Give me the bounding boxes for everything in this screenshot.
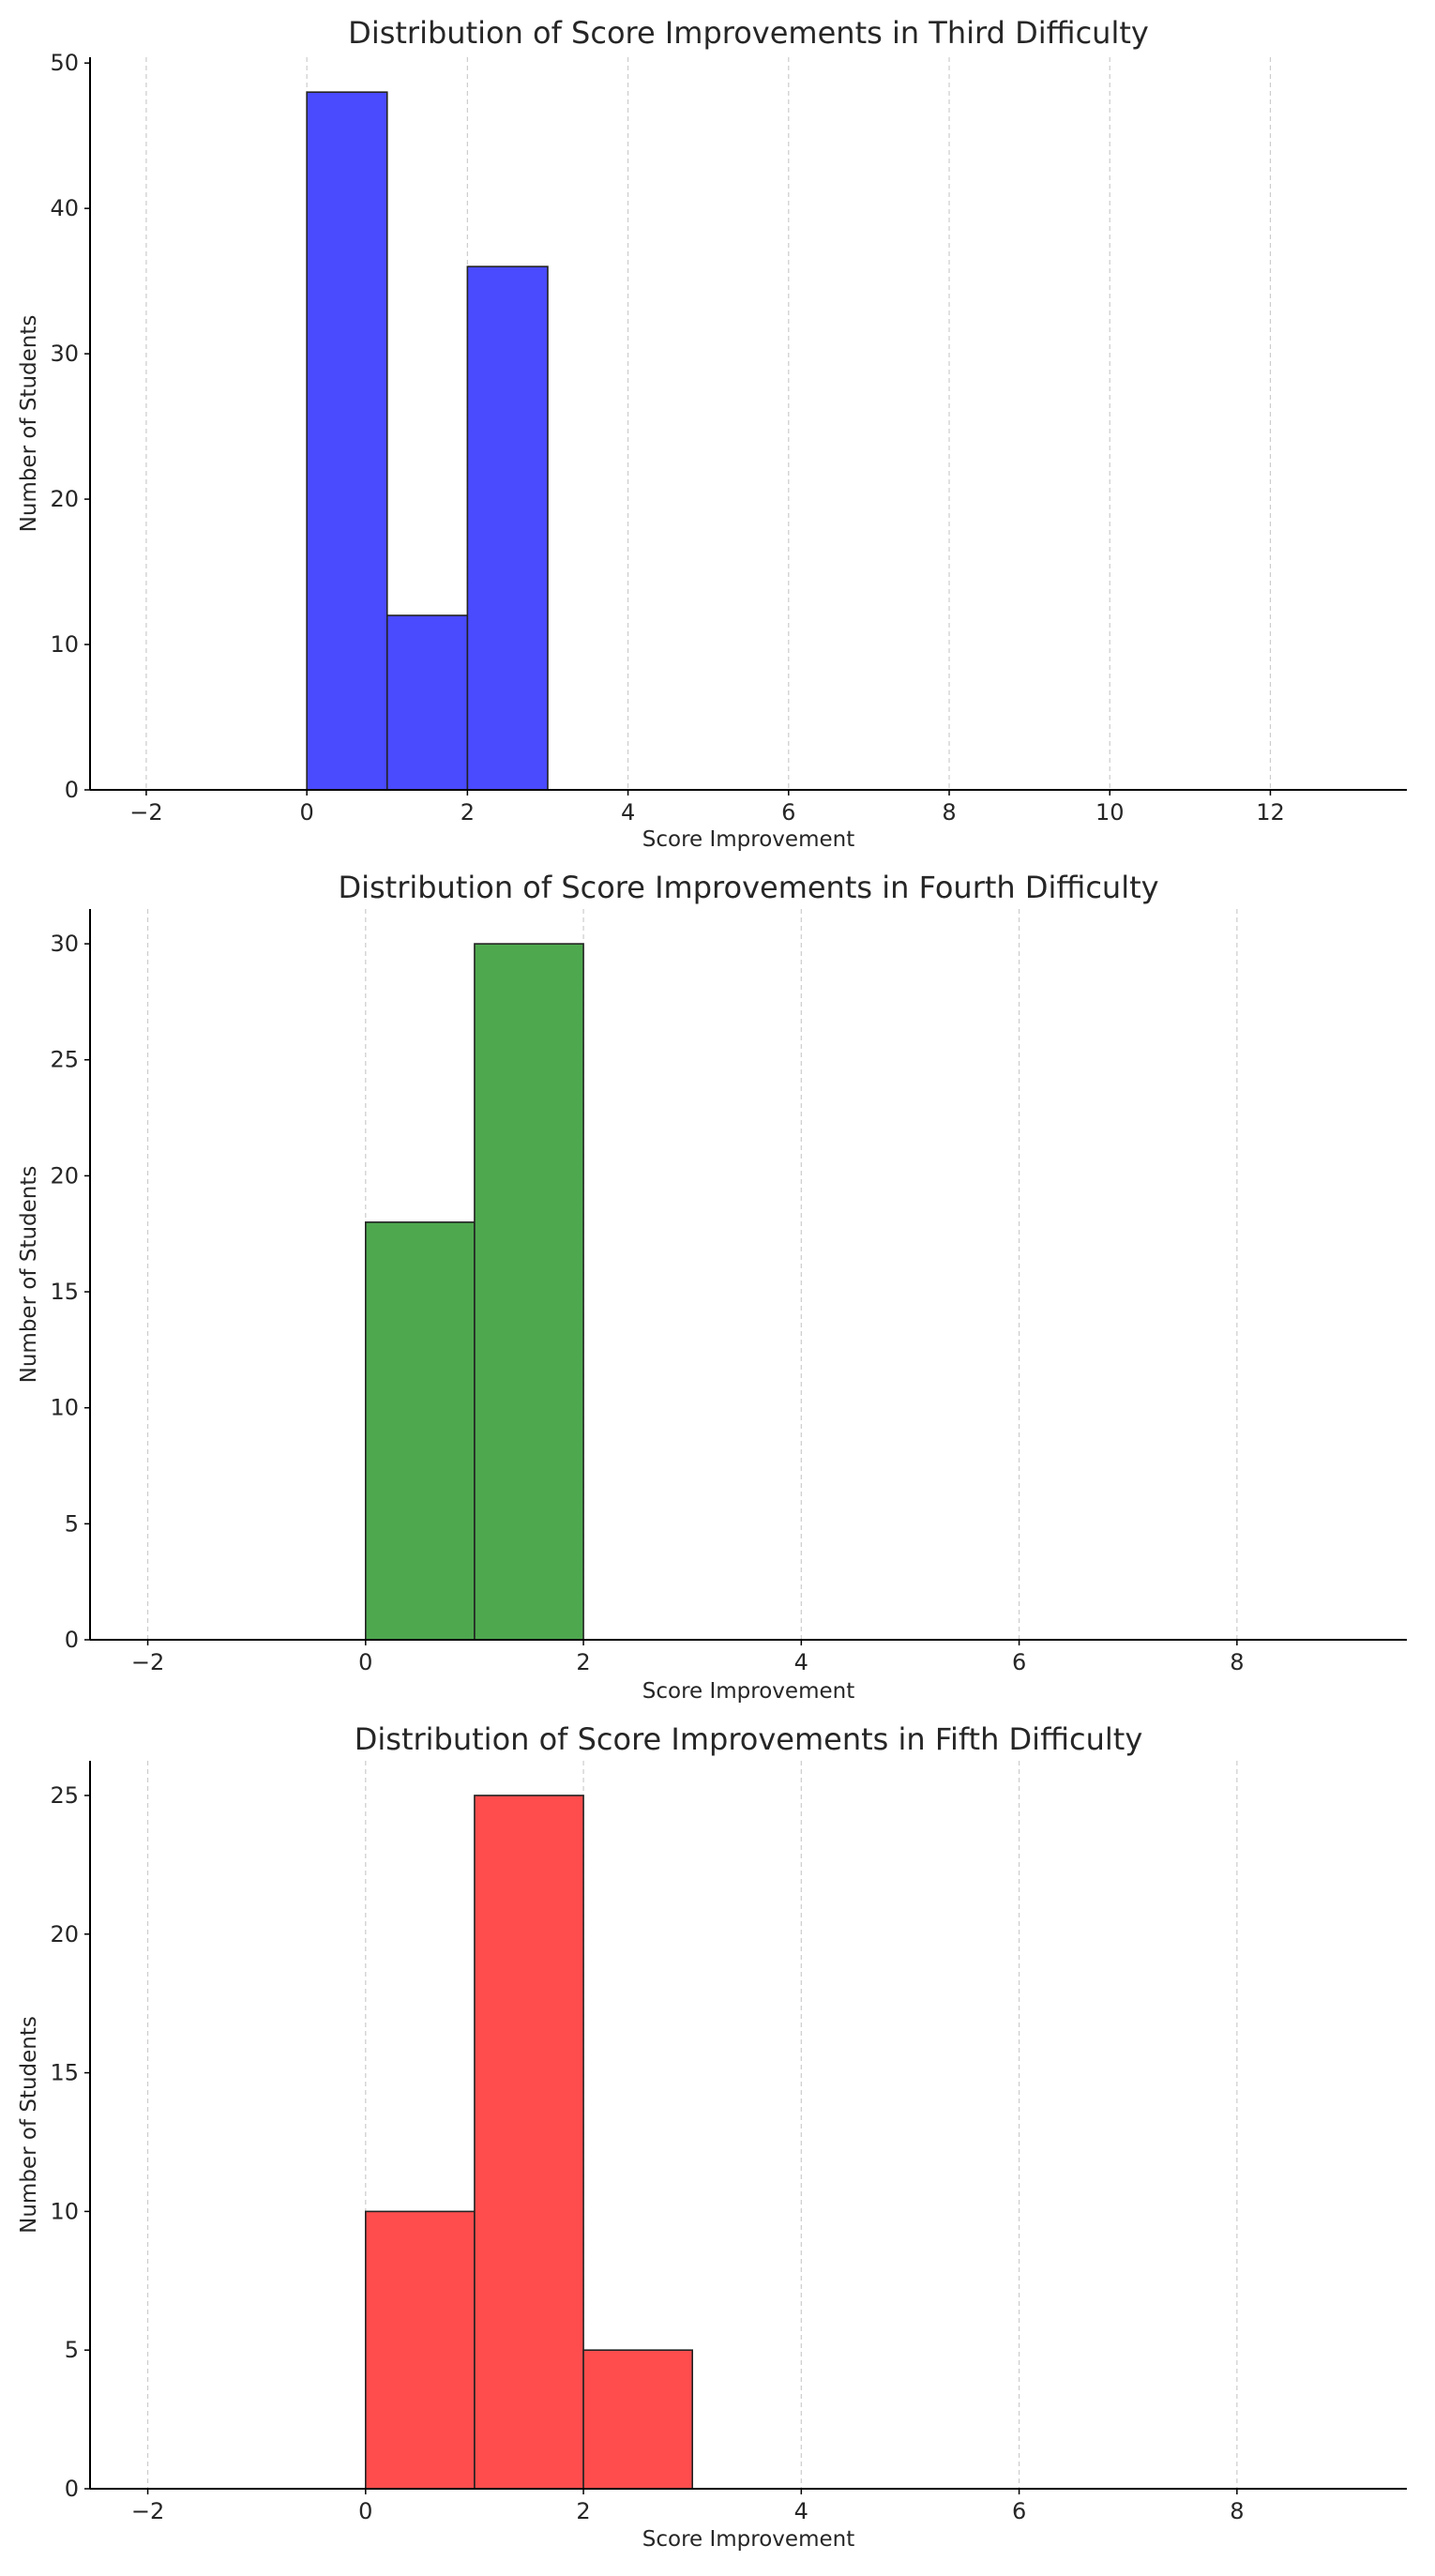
x-tick-label: 10 bbox=[1095, 799, 1125, 826]
y-tick-label: 10 bbox=[50, 631, 79, 658]
y-tick-label: 25 bbox=[50, 1782, 79, 1809]
histogram-bar bbox=[582, 2349, 693, 2490]
x-tick-label: 4 bbox=[794, 2498, 808, 2524]
x-tick-label: 6 bbox=[781, 799, 795, 826]
y-tick-label: 0 bbox=[65, 777, 79, 803]
y-tick-label: 10 bbox=[50, 2198, 79, 2224]
y-tick-label: 5 bbox=[65, 2337, 79, 2363]
y-tick-label: 20 bbox=[50, 1162, 79, 1189]
x-tick-label: 0 bbox=[358, 2498, 372, 2524]
x-tick-label: 4 bbox=[794, 1649, 808, 1675]
y-tick-label: 15 bbox=[50, 2060, 79, 2086]
y-axis-label: Number of Students bbox=[17, 315, 41, 533]
y-tick-label: 10 bbox=[50, 1395, 79, 1421]
x-tick-label: −2 bbox=[129, 799, 162, 826]
x-tick-label: 4 bbox=[621, 799, 635, 826]
x-tick-label: 2 bbox=[461, 799, 475, 826]
y-tick-label: 0 bbox=[65, 1627, 79, 1653]
histogram-bar bbox=[385, 614, 469, 791]
y-tick-label: 0 bbox=[65, 2476, 79, 2502]
y-tick-label: 20 bbox=[50, 1921, 79, 1947]
y-axis-label: Number of Students bbox=[17, 1166, 41, 1384]
y-tick-label: 30 bbox=[50, 341, 79, 367]
histogram-bar bbox=[306, 91, 388, 791]
x-tick-label: −2 bbox=[131, 2498, 164, 2524]
x-tick-label: 6 bbox=[1012, 2498, 1026, 2524]
x-tick-label: 8 bbox=[1230, 2498, 1244, 2524]
y-tick-label: 50 bbox=[50, 50, 79, 76]
y-tick-label: 40 bbox=[50, 195, 79, 221]
x-tick-label: 0 bbox=[358, 1649, 372, 1675]
y-tick-label: 30 bbox=[50, 931, 79, 957]
chart-title: Distribution of Score Improvements in Fi… bbox=[355, 1721, 1143, 1757]
x-tick-label: 2 bbox=[576, 1649, 590, 1675]
histogram-bar bbox=[466, 265, 549, 791]
x-tick-label: 8 bbox=[942, 799, 956, 826]
x-axis-label: Score Improvement bbox=[642, 2527, 854, 2552]
chart-title: Distribution of Score Improvements in Fo… bbox=[338, 870, 1158, 905]
x-tick-label: 12 bbox=[1256, 799, 1285, 826]
y-tick-label: 5 bbox=[65, 1510, 79, 1537]
x-tick-label: 2 bbox=[576, 2498, 590, 2524]
chart-title: Distribution of Score Improvements in Th… bbox=[348, 15, 1149, 51]
histogram-bar bbox=[474, 943, 584, 1641]
y-tick-label: 25 bbox=[50, 1047, 79, 1073]
chart-panel-2: −2 0 2 4 6 8 0 5 10 15 20 25 30 Distribution of Score… bbox=[17, 870, 1407, 1704]
chart-panel-1: −2 0 2 4 6 8 10 12 0 10 20 30 40 50 Distribution of Sc… bbox=[17, 15, 1407, 852]
y-axis-label: Number of Students bbox=[17, 2016, 41, 2234]
y-tick-label: 20 bbox=[50, 486, 79, 512]
x-tick-label: 6 bbox=[1012, 1649, 1026, 1675]
chart-panel-3: −2 0 2 4 6 8 0 5 10 15 20 25 Distribution of Score I… bbox=[17, 1721, 1407, 2552]
x-axis-label: Score Improvement bbox=[642, 1679, 854, 1704]
x-tick-label: 8 bbox=[1230, 1649, 1244, 1675]
x-axis-label: Score Improvement bbox=[642, 827, 854, 852]
y-tick-label: 15 bbox=[50, 1279, 79, 1305]
histogram-bar bbox=[365, 2210, 476, 2490]
x-tick-label: −2 bbox=[131, 1649, 164, 1675]
histogram-bar bbox=[474, 1795, 584, 2490]
histogram-bar bbox=[365, 1221, 476, 1641]
x-tick-label: 0 bbox=[300, 799, 314, 826]
